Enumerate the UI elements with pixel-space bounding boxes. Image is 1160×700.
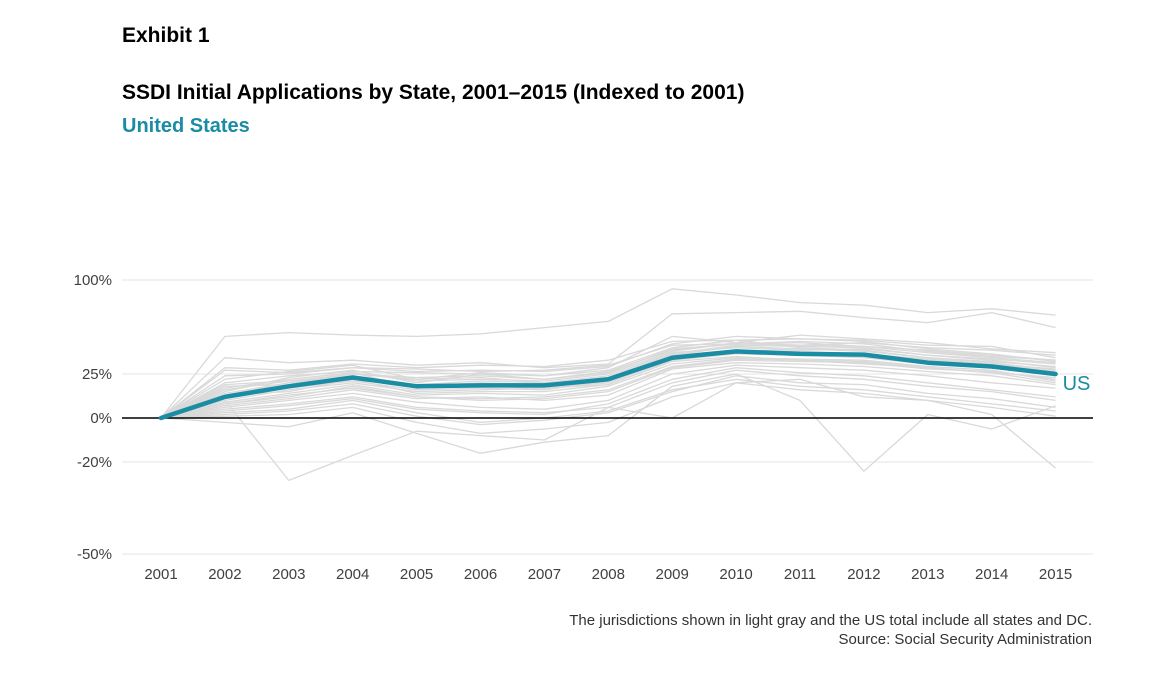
x-tick-label: 2001: [144, 566, 177, 583]
state-line: [160, 378, 1056, 424]
y-tick-label: -20%: [77, 454, 112, 471]
y-tick-label: 0%: [90, 410, 112, 427]
source-text: Source: Social Security Administration: [838, 631, 1092, 648]
x-tick-label: 2002: [208, 566, 241, 583]
state-line: [160, 288, 1056, 419]
x-tick-label: 2014: [975, 566, 1008, 583]
state-line: [160, 340, 1056, 419]
y-axis-ticks: 100% 25% 0% -20% -50%: [74, 272, 112, 563]
state-line: [160, 357, 1056, 419]
x-axis-ticks: 2001 2002 2003 2004 2005 2006 2007 2008 2009 2010…: [144, 566, 1072, 583]
x-tick-label: 2012: [847, 566, 880, 583]
state-line: [160, 382, 1056, 435]
x-tick-label: 2004: [336, 566, 369, 583]
x-tick-label: 2008: [592, 566, 625, 583]
x-tick-label: 2013: [911, 566, 944, 583]
state-line: [160, 367, 1056, 419]
state-line: [160, 335, 1056, 419]
state-line: [160, 350, 1056, 419]
x-tick-label: 2015: [1039, 566, 1072, 583]
us-series-label: US: [1063, 373, 1091, 395]
state-line: [160, 373, 1056, 472]
state-line: [160, 364, 1056, 419]
x-tick-label: 2003: [272, 566, 305, 583]
exhibit-label: Exhibit 1: [122, 24, 210, 47]
state-line: [160, 375, 1056, 426]
state-line: [160, 310, 1056, 419]
chart-title: SSDI Initial Applications by State, 2001…: [122, 81, 745, 104]
chart-footnote: The jurisdictions shown in light gray an…: [569, 611, 1092, 649]
x-tick-label: 2007: [528, 566, 561, 583]
chart-subtitle: United States: [122, 115, 250, 137]
state-line: [160, 334, 1056, 419]
state-line: [160, 342, 1056, 419]
y-tick-label: -50%: [77, 546, 112, 563]
state-line: [160, 362, 1056, 419]
x-tick-label: 2010: [719, 566, 752, 583]
x-tick-label: 2009: [656, 566, 689, 583]
state-series-lines: [160, 288, 1057, 482]
y-tick-label: 25%: [82, 366, 112, 383]
y-tick-label: 100%: [74, 272, 112, 289]
state-line: [160, 378, 1057, 482]
state-line: [160, 358, 1056, 419]
us-series: US: [158, 349, 1091, 421]
state-line: [160, 338, 1056, 419]
state-line: [160, 355, 1056, 419]
us-line: [158, 349, 1058, 421]
x-tick-label: 2006: [464, 566, 497, 583]
x-tick-label: 2011: [784, 566, 816, 583]
footnote-text: The jurisdictions shown in light gray an…: [569, 612, 1092, 629]
x-tick-label: 2005: [400, 566, 433, 583]
